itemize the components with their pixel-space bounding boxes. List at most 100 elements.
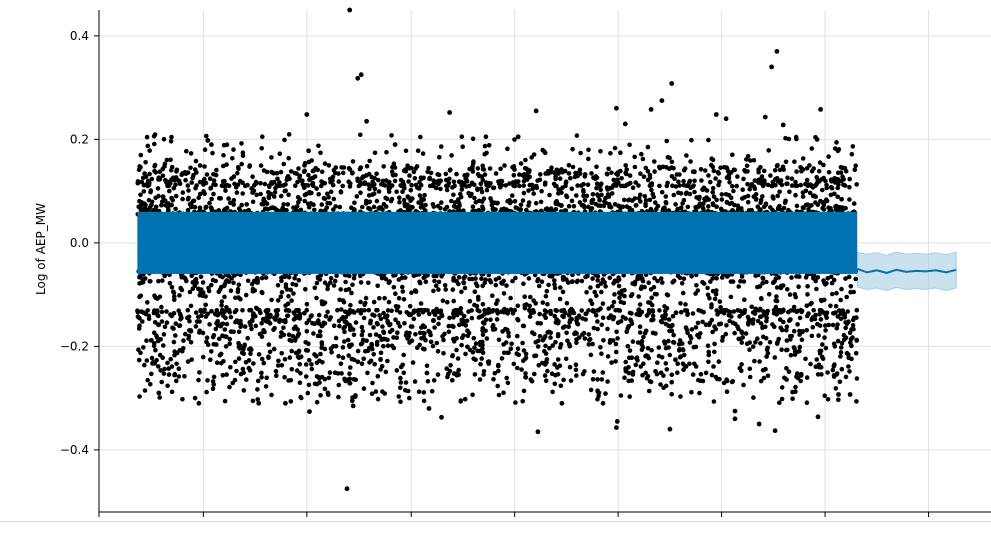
- observed-point: [460, 144, 466, 149]
- observed-point: [586, 332, 592, 337]
- observed-point: [794, 136, 799, 142]
- observed-point: [137, 274, 142, 280]
- observed-point: [681, 197, 687, 203]
- observed-point: [732, 202, 737, 208]
- observed-point: [177, 181, 183, 186]
- observed-point: [779, 385, 785, 390]
- observed-point: [591, 369, 597, 374]
- observed-point: [607, 275, 613, 281]
- observed-point: [297, 197, 303, 202]
- observed-point: [530, 330, 535, 335]
- observed-point: [785, 175, 790, 181]
- observed-point: [310, 320, 315, 326]
- observed-point: [187, 318, 192, 324]
- observed-point: [790, 389, 795, 395]
- observed-point: [847, 369, 852, 374]
- observed-point: [758, 321, 764, 326]
- observed-point: [152, 293, 157, 299]
- observed-point: [136, 167, 142, 172]
- observed-point: [312, 207, 317, 213]
- observed-point: [471, 356, 477, 362]
- observed-point: [803, 188, 809, 194]
- observed-point: [394, 368, 400, 373]
- observed-point: [558, 342, 564, 347]
- observed-point: [183, 171, 189, 177]
- observed-point: [145, 308, 150, 313]
- observed-point: [685, 204, 691, 210]
- observed-point: [496, 337, 502, 343]
- observed-point: [647, 175, 653, 180]
- observed-point: [136, 357, 142, 363]
- observed-point: [298, 207, 304, 213]
- observed-point: [807, 190, 813, 196]
- observed-point: [739, 329, 744, 335]
- observed-point: [817, 351, 823, 356]
- observed-point: [797, 332, 802, 337]
- observed-point: [425, 273, 430, 278]
- observed-point: [381, 274, 387, 279]
- observed-point: [172, 372, 177, 378]
- observed-point: [817, 312, 822, 317]
- observed-point: [197, 179, 203, 185]
- observed-point: [775, 193, 780, 199]
- observed-point: [503, 340, 509, 345]
- observed-point: [593, 313, 599, 318]
- observed-point: [480, 302, 486, 307]
- observed-point: [259, 370, 264, 376]
- observed-point: [758, 181, 764, 186]
- observed-point: [228, 314, 234, 320]
- observed-point: [825, 370, 830, 375]
- observed-point: [637, 324, 643, 330]
- observed-point: [542, 313, 547, 318]
- observed-point: [649, 347, 654, 353]
- observed-point: [629, 321, 635, 327]
- outlier-point: [439, 414, 444, 420]
- observed-point: [571, 310, 577, 316]
- observed-point: [337, 323, 342, 329]
- observed-point: [332, 278, 338, 284]
- observed-point: [814, 286, 819, 292]
- observed-point: [619, 291, 624, 297]
- observed-point: [496, 368, 501, 374]
- observed-point: [443, 287, 449, 292]
- observed-point: [693, 344, 699, 350]
- observed-point: [147, 148, 152, 153]
- observed-point: [461, 280, 466, 285]
- observed-point: [387, 279, 392, 284]
- observed-point: [439, 200, 444, 205]
- observed-point: [650, 313, 656, 319]
- observed-point: [400, 189, 405, 194]
- observed-point: [834, 325, 840, 331]
- observed-point: [853, 163, 858, 168]
- observed-point: [821, 207, 827, 212]
- observed-point: [459, 134, 465, 139]
- observed-point: [372, 150, 378, 156]
- observed-point: [450, 353, 456, 358]
- observed-point: [810, 324, 816, 330]
- observed-point: [609, 191, 615, 196]
- observed-point: [315, 167, 321, 173]
- observed-point: [520, 340, 525, 346]
- observed-point: [203, 294, 208, 299]
- observed-point: [341, 326, 347, 331]
- observed-point: [561, 377, 566, 383]
- observed-point: [247, 163, 253, 168]
- observed-point: [831, 341, 837, 347]
- observed-point: [510, 311, 516, 316]
- observed-point: [463, 176, 469, 181]
- observed-point: [703, 370, 709, 376]
- observed-point: [711, 399, 717, 404]
- outlier-point: [713, 112, 719, 117]
- observed-point: [296, 166, 301, 171]
- observed-point: [389, 308, 394, 314]
- observed-point: [840, 308, 845, 313]
- observed-point: [502, 163, 507, 168]
- observed-point: [603, 391, 608, 396]
- observed-point: [229, 276, 234, 281]
- observed-point: [649, 187, 654, 193]
- observed-point: [469, 315, 475, 321]
- observed-point: [817, 307, 823, 313]
- observed-point: [244, 202, 249, 207]
- observed-point: [714, 376, 720, 382]
- observed-point: [428, 339, 434, 345]
